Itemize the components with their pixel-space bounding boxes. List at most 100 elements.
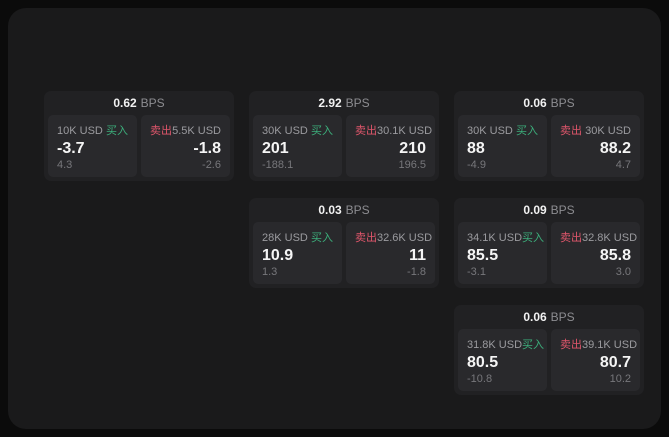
sell-sub-value: 3.0	[615, 266, 631, 278]
bps-value: 0.06	[523, 96, 547, 110]
buy-amount: 30K USD	[467, 125, 513, 137]
bps-header: 0.06 BPS	[458, 305, 640, 329]
buy-sub-value: -10.8	[467, 373, 493, 385]
sell-side-label: 卖出	[560, 232, 582, 244]
sell-side-label: 卖出	[355, 232, 377, 244]
buy-sub-value: 4.3	[57, 159, 73, 171]
buy-side-label: 买入	[106, 125, 128, 137]
sell-tile-top-row: 卖出 5.5K USD	[150, 122, 221, 138]
sell-side-label: 卖出	[560, 339, 582, 351]
sell-amount: 30K USD	[585, 125, 631, 137]
buy-tile-top-row: 31.8K USD 买入	[467, 336, 544, 352]
buy-sub-value: -188.1	[262, 159, 294, 171]
sell-price: 88.2	[599, 140, 631, 157]
sell-sub-value: 4.7	[615, 159, 631, 171]
sell-side-label: 卖出	[150, 125, 172, 137]
sell-side-label: 卖出	[355, 125, 377, 137]
sell-tile-top-row: 卖出 39.1K USD	[560, 336, 637, 352]
sell-tile-top-row: 卖出 30K USD	[560, 122, 631, 138]
sell-tile-top-row: 卖出 32.8K USD	[560, 229, 637, 245]
buy-sub-value: -3.1	[467, 266, 486, 278]
bps-unit-label: BPS	[550, 96, 575, 110]
sell-amount: 32.8K USD	[582, 232, 638, 244]
quote-card: 2.92 BPS 30K USD 买入 201 -188.1 卖出 30.1K U…	[249, 91, 439, 181]
quote-card: 0.03 BPS 28K USD 买入 10.9 1.3 卖出 32.6K USD…	[249, 198, 439, 288]
quote-card-body: 30K USD 买入 201 -188.1 卖出 30.1K USD 210 1…	[253, 115, 435, 177]
buy-tile[interactable]: 28K USD 买入 10.9 1.3	[253, 222, 342, 284]
buy-tile[interactable]: 34.1K USD 买入 85.5 -3.1	[458, 222, 547, 284]
bps-unit-label: BPS	[140, 96, 165, 110]
bps-header: 2.92 BPS	[253, 91, 435, 115]
bps-header: 0.62 BPS	[48, 91, 230, 115]
bps-unit-label: BPS	[550, 310, 575, 324]
buy-tile-top-row: 34.1K USD 买入	[467, 229, 544, 245]
buy-side-label: 买入	[516, 125, 538, 137]
buy-price: 88	[467, 140, 485, 157]
sell-amount: 30.1K USD	[377, 125, 433, 137]
sell-side-label: 卖出	[560, 125, 582, 137]
sell-tile-top-row: 卖出 32.6K USD	[355, 229, 432, 245]
bps-header: 0.03 BPS	[253, 198, 435, 222]
sell-sub-value: 10.2	[609, 373, 631, 385]
sell-amount: 39.1K USD	[582, 339, 638, 351]
sell-price: -1.8	[193, 140, 221, 157]
sell-amount: 5.5K USD	[172, 125, 221, 137]
sell-sub-value: 196.5	[398, 159, 426, 171]
quote-card-body: 28K USD 买入 10.9 1.3 卖出 32.6K USD 11 -1.8	[253, 222, 435, 284]
buy-price: 10.9	[262, 247, 294, 264]
sell-tile[interactable]: 卖出 32.8K USD 85.8 3.0	[551, 222, 640, 284]
bps-unit-label: BPS	[345, 96, 370, 110]
quotes-panel: 0.62 BPS 10K USD 买入 -3.7 4.3 卖出 5.5K USD …	[8, 8, 661, 429]
quote-card-body: 10K USD 买入 -3.7 4.3 卖出 5.5K USD -1.8 -2.…	[48, 115, 230, 177]
sell-tile[interactable]: 卖出 32.6K USD 11 -1.8	[346, 222, 435, 284]
quote-card-body: 31.8K USD 买入 80.5 -10.8 卖出 39.1K USD 80.…	[458, 329, 640, 391]
buy-tile[interactable]: 31.8K USD 买入 80.5 -10.8	[458, 329, 547, 391]
sell-tile[interactable]: 卖出 39.1K USD 80.7 10.2	[551, 329, 640, 391]
quote-card-body: 30K USD 买入 88 -4.9 卖出 30K USD 88.2 4.7	[458, 115, 640, 177]
buy-side-label: 买入	[311, 232, 333, 244]
bps-header: 0.09 BPS	[458, 198, 640, 222]
buy-tile-top-row: 30K USD 买入	[467, 122, 538, 138]
buy-tile[interactable]: 10K USD 买入 -3.7 4.3	[48, 115, 137, 177]
quote-card: 0.06 BPS 31.8K USD 买入 80.5 -10.8 卖出 39.1K…	[454, 305, 644, 395]
sell-price: 85.8	[599, 247, 631, 264]
buy-price: 85.5	[467, 247, 499, 264]
buy-amount: 10K USD	[57, 125, 103, 137]
sell-tile[interactable]: 卖出 30K USD 88.2 4.7	[551, 115, 640, 177]
quote-card: 0.06 BPS 30K USD 买入 88 -4.9 卖出 30K USD 88…	[454, 91, 644, 181]
buy-amount: 30K USD	[262, 125, 308, 137]
sell-tile[interactable]: 卖出 5.5K USD -1.8 -2.6	[141, 115, 230, 177]
sell-tile-top-row: 卖出 30.1K USD	[355, 122, 432, 138]
sell-price: 80.7	[599, 354, 631, 371]
bps-unit-label: BPS	[345, 203, 370, 217]
buy-price: -3.7	[57, 140, 85, 157]
buy-side-label: 买入	[522, 339, 545, 351]
buy-sub-value: 1.3	[262, 266, 278, 278]
buy-price: 80.5	[467, 354, 499, 371]
sell-tile[interactable]: 卖出 30.1K USD 210 196.5	[346, 115, 435, 177]
sell-sub-value: -1.8	[407, 266, 426, 278]
bps-value: 0.62	[113, 96, 137, 110]
buy-tile[interactable]: 30K USD 买入 201 -188.1	[253, 115, 342, 177]
buy-amount: 31.8K USD	[467, 339, 523, 351]
sell-price: 11	[409, 247, 426, 264]
quote-card: 0.62 BPS 10K USD 买入 -3.7 4.3 卖出 5.5K USD …	[44, 91, 234, 181]
sell-price: 210	[399, 140, 426, 157]
quote-card-body: 34.1K USD 买入 85.5 -3.1 卖出 32.8K USD 85.8…	[458, 222, 640, 284]
bps-value: 2.92	[318, 96, 342, 110]
bps-value: 0.09	[523, 203, 547, 217]
bps-value: 0.03	[318, 203, 342, 217]
buy-tile-top-row: 28K USD 买入	[262, 229, 333, 245]
bps-value: 0.06	[523, 310, 547, 324]
bps-unit-label: BPS	[550, 203, 575, 217]
buy-price: 201	[262, 140, 289, 157]
sell-sub-value: -2.6	[202, 159, 221, 171]
buy-side-label: 买入	[522, 232, 545, 244]
buy-tile-top-row: 10K USD 买入	[57, 122, 128, 138]
quote-card: 0.09 BPS 34.1K USD 买入 85.5 -3.1 卖出 32.8K …	[454, 198, 644, 288]
buy-amount: 34.1K USD	[467, 232, 523, 244]
buy-side-label: 买入	[311, 125, 333, 137]
buy-tile[interactable]: 30K USD 买入 88 -4.9	[458, 115, 547, 177]
bps-header: 0.06 BPS	[458, 91, 640, 115]
